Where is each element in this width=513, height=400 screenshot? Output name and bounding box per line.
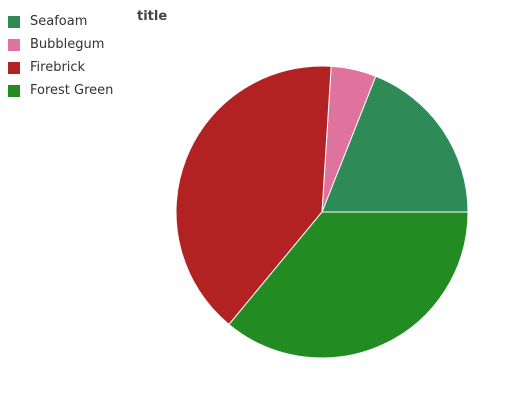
legend-label-seafoam: Seafoam	[30, 14, 88, 29]
legend-swatch-seafoam	[8, 15, 20, 28]
pie-slice-seafoam	[321, 75, 469, 213]
legend-label-forest-green: Forest Green	[30, 83, 114, 98]
legend-item-seafoam: Seafoam	[8, 10, 113, 33]
legend-item-bubblegum: Bubblegum	[8, 33, 113, 56]
legend: Seafoam Bubblegum Firebrick Forest Green	[8, 10, 113, 102]
legend-label-bubblegum: Bubblegum	[30, 37, 105, 52]
legend-item-forest-green: Forest Green	[8, 79, 113, 102]
chart-title: title	[137, 9, 168, 24]
legend-swatch-firebrick	[8, 61, 20, 74]
legend-swatch-forest-green	[8, 84, 20, 97]
pie-slice-forest-green	[228, 211, 469, 359]
legend-swatch-bubblegum	[8, 38, 20, 51]
pie-slice-firebrick	[175, 65, 332, 326]
legend-label-firebrick: Firebrick	[30, 60, 86, 75]
legend-item-firebrick: Firebrick	[8, 56, 113, 79]
